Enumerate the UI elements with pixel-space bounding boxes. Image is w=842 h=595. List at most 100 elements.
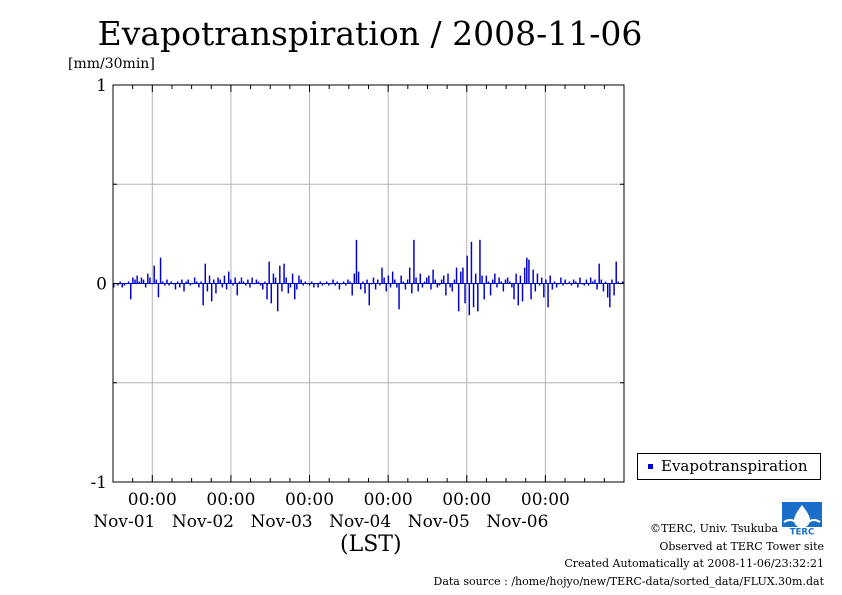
data-bar <box>349 281 351 284</box>
data-bar <box>262 283 264 290</box>
data-bar <box>311 281 313 284</box>
data-bar <box>323 283 326 285</box>
data-bar <box>217 277 219 284</box>
terc-logo-icon: TERC <box>782 502 822 536</box>
data-bar <box>587 283 590 286</box>
data-bar <box>383 277 385 284</box>
credit-created: Created Automatically at 2008-11-06/23:3… <box>564 557 824 570</box>
data-bar <box>460 271 462 284</box>
data-bar <box>334 283 336 286</box>
data-bar <box>451 283 454 292</box>
data-bar <box>543 283 545 298</box>
credits: ©TERC, Univ. Tsukuba Observed at TERC To… <box>434 520 825 590</box>
data-bar <box>506 277 509 284</box>
data-bar <box>615 261 617 284</box>
data-bar <box>377 279 379 284</box>
data-bar <box>517 283 520 306</box>
data-bar <box>255 279 258 284</box>
data-bar <box>604 281 607 284</box>
data-bar <box>204 263 207 284</box>
data-bar <box>317 283 319 288</box>
data-bar <box>274 277 277 284</box>
data-bar <box>594 279 596 284</box>
data-bar <box>570 283 573 286</box>
data-bar <box>289 283 292 288</box>
data-bar <box>193 277 196 284</box>
data-bar <box>121 283 123 288</box>
data-bar <box>210 283 213 302</box>
data-bar <box>227 271 230 284</box>
data-bar <box>509 281 511 284</box>
data-bar <box>302 283 304 286</box>
data-bar <box>364 283 366 294</box>
data-bar <box>421 283 424 288</box>
data-bar <box>600 279 603 284</box>
data-bar <box>157 283 160 298</box>
data-bar <box>515 273 517 284</box>
legend-swatch <box>648 464 653 469</box>
data-bar <box>368 283 370 306</box>
data-bar <box>374 283 377 290</box>
chart-title: Evapotranspiration / 2008-11-06 <box>97 14 643 53</box>
data-bar <box>396 283 398 288</box>
data-bar <box>342 281 345 284</box>
data-bar <box>417 283 419 292</box>
data-bar <box>394 279 396 284</box>
data-bar <box>276 283 279 312</box>
legend-label: Evapotranspiration <box>661 457 808 475</box>
data-bar <box>462 267 464 284</box>
data-bar <box>575 281 577 284</box>
data-bar <box>130 283 132 300</box>
x-tick-date-label: Nov-03 <box>250 512 312 532</box>
data-bar <box>202 283 204 306</box>
data-bar <box>140 277 143 284</box>
data-bar <box>481 275 483 284</box>
data-bar <box>215 283 217 294</box>
data-bar <box>566 283 568 285</box>
data-bar <box>472 283 475 308</box>
data-bar <box>285 277 287 284</box>
data-bar <box>253 283 255 285</box>
data-bar <box>142 279 145 284</box>
data-bar <box>466 255 468 284</box>
data-bar <box>606 283 609 298</box>
data-bar <box>272 273 275 284</box>
data-bar <box>187 279 189 284</box>
data-bar <box>562 283 564 286</box>
data-bar <box>423 281 426 284</box>
data-bar <box>428 275 430 284</box>
data-bar <box>530 283 532 300</box>
data-bar <box>581 283 583 285</box>
data-bar <box>513 283 515 300</box>
data-bar <box>511 283 513 288</box>
data-bar <box>179 283 181 288</box>
data-bar <box>247 279 249 284</box>
data-bar <box>387 275 390 284</box>
data-bar <box>479 239 481 284</box>
data-bar <box>545 279 547 284</box>
data-bar <box>357 271 360 284</box>
data-bar <box>113 283 115 288</box>
data-bar <box>496 283 498 288</box>
logo-text: TERC <box>790 528 814 537</box>
data-bar <box>592 281 594 284</box>
data-bar <box>242 281 245 284</box>
data-bar <box>306 283 309 285</box>
data-bar <box>398 283 400 310</box>
data-bar <box>234 277 236 284</box>
data-bar <box>440 279 443 284</box>
data-bar <box>245 283 247 286</box>
data-bar <box>153 265 155 284</box>
data-bar <box>351 283 353 296</box>
data-bar <box>558 283 560 285</box>
data-bar <box>494 273 496 284</box>
data-bar <box>170 281 172 284</box>
data-bar <box>491 279 494 284</box>
data-bar <box>232 283 234 286</box>
data-bar <box>617 281 620 284</box>
data-bar <box>161 281 164 284</box>
data-bar <box>560 277 562 284</box>
data-bar <box>189 283 192 286</box>
data-bar <box>415 277 417 284</box>
data-bar <box>338 283 341 290</box>
